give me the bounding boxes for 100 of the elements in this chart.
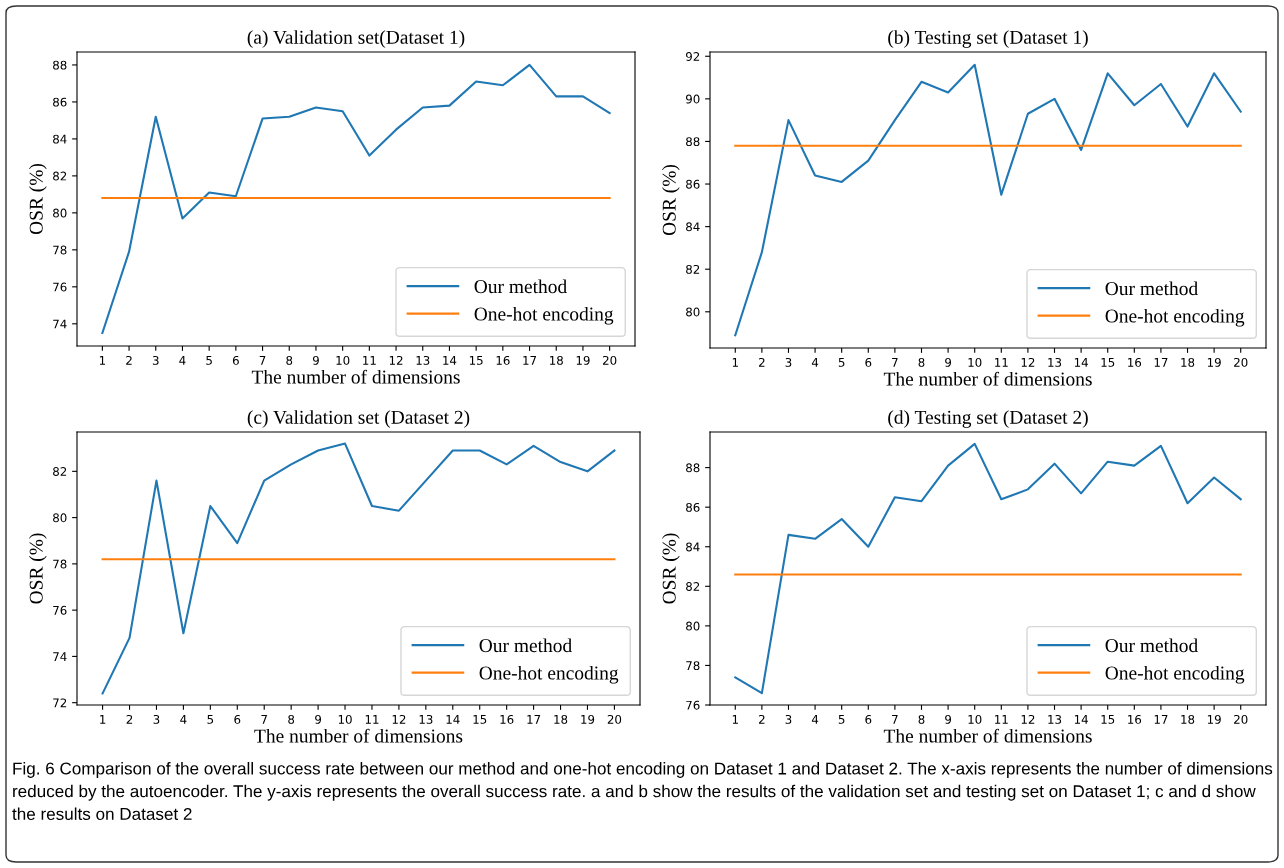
x-tick-label: 14 — [1074, 715, 1088, 724]
x-tick-label: 2 — [126, 355, 132, 365]
chart-title: (d) Testing set (Dataset 2) — [888, 410, 1088, 428]
legend-label: Our method — [1105, 281, 1198, 296]
y-tick-label: 88 — [686, 137, 700, 147]
legend-label: Our method — [474, 279, 567, 294]
legend-label: One-hot encoding — [1105, 665, 1245, 684]
x-tick-label: 3 — [785, 714, 792, 724]
x-tick-label: 5 — [838, 715, 845, 724]
x-tick-label: 15 — [473, 715, 487, 724]
x-tick-label: 1 — [732, 715, 738, 724]
x-tick-label: 18 — [550, 355, 563, 365]
x-tick-label: 2 — [126, 714, 133, 724]
legend-label: One-hot encoding — [474, 306, 614, 325]
x-tick-label: 3 — [152, 355, 159, 365]
x-tick-label: 8 — [286, 355, 293, 365]
x-tick-label: 13 — [419, 714, 433, 724]
y-tick-label: 84 — [686, 542, 700, 552]
x-tick-label: 9 — [312, 355, 319, 365]
y-tick-label: 88 — [53, 60, 67, 70]
y-tick-label: 82 — [53, 467, 67, 476]
x-axis-title: The number of dimensions — [883, 371, 1092, 386]
x-tick-label: 20 — [607, 714, 622, 724]
x-tick-label: 12 — [389, 355, 403, 365]
y-tick-label: 80 — [53, 513, 67, 523]
y-tick-label: 90 — [686, 94, 700, 104]
x-tick-label: 2 — [758, 714, 765, 724]
y-tick-label: 76 — [686, 700, 700, 710]
x-tick-label: 4 — [811, 358, 819, 367]
x-tick-label: 1 — [99, 356, 106, 365]
x-tick-label: 17 — [1154, 715, 1168, 724]
x-tick-label: 1 — [732, 358, 738, 367]
x-tick-label: 4 — [811, 715, 819, 724]
x-tick-label: 19 — [576, 355, 590, 365]
y-tick-label: 82 — [686, 264, 700, 274]
x-tick-label: 20 — [1234, 357, 1248, 367]
x-tick-label: 1 — [100, 715, 106, 724]
x-tick-label: 8 — [288, 714, 295, 724]
x-tick-label: 15 — [1101, 358, 1115, 367]
y-tick-label: 82 — [686, 582, 700, 591]
y-tick-label: 86 — [686, 179, 700, 189]
x-tick-label: 15 — [1101, 715, 1115, 724]
x-tick-label: 12 — [1021, 714, 1035, 724]
x-tick-label: 14 — [443, 356, 457, 365]
x-tick-label: 11 — [995, 358, 1008, 367]
x-tick-label: 18 — [1181, 714, 1195, 724]
x-tick-label: 15 — [469, 356, 483, 365]
legend-label: Our method — [479, 638, 572, 653]
x-tick-label: 13 — [416, 355, 430, 365]
x-tick-label: 14 — [1074, 358, 1088, 367]
y-tick-label: 76 — [53, 282, 67, 292]
legend-label: One-hot encoding — [1105, 308, 1245, 327]
x-tick-label: 7 — [261, 715, 267, 724]
x-tick-label: 5 — [207, 715, 214, 724]
x-tick-label: 10 — [338, 714, 352, 724]
x-tick-label: 12 — [392, 714, 406, 724]
y-tick-label: 74 — [53, 652, 67, 661]
x-tick-label: 19 — [1207, 714, 1221, 724]
x-tick-label: 4 — [179, 356, 186, 365]
y-tick-label: 84 — [686, 222, 700, 232]
x-tick-label: 4 — [180, 715, 187, 724]
y-tick-label: 82 — [53, 171, 67, 181]
y-tick-label: 86 — [686, 502, 700, 512]
x-tick-label: 7 — [259, 356, 266, 365]
x-tick-label: 2 — [758, 357, 765, 367]
y-tick-label: 80 — [53, 208, 67, 218]
y-tick-label: 78 — [53, 559, 67, 569]
x-tick-label: 6 — [865, 357, 872, 367]
x-tick-label: 19 — [581, 714, 595, 724]
x-tick-label: 10 — [336, 355, 350, 365]
y-tick-label: 84 — [53, 134, 67, 144]
x-tick-label: 3 — [785, 357, 792, 367]
x-tick-label: 8 — [918, 357, 925, 367]
x-tick-label: 5 — [838, 358, 845, 367]
x-tick-label: 16 — [496, 355, 510, 365]
x-tick-label: 9 — [315, 714, 322, 724]
x-axis-title: The number of dimensions — [254, 728, 463, 743]
x-tick-label: 8 — [918, 714, 925, 724]
x-tick-label: 10 — [968, 357, 982, 367]
x-tick-label: 17 — [523, 356, 537, 365]
x-tick-label: 14 — [446, 715, 460, 724]
chart-title: (c) Validation set (Dataset 2) — [247, 410, 470, 428]
x-axis-title: The number of dimensions — [251, 369, 460, 384]
x-tick-label: 16 — [1128, 357, 1142, 367]
caption: Fig. 6 Comparison of the overall success rate between our method and one-hot encoding on Dataset 1 and Dataset 2. The x-axis represents the number of dimensions reduced by the autoencoder. The y-axis represents the overall success rate. a and b show the results of the validation set and testing set on Dataset 1; c and d show the results on Dataset 2 — [12, 762, 1273, 821]
x-tick-label: 20 — [602, 355, 617, 365]
x-tick-label: 18 — [1181, 357, 1195, 367]
x-tick-label: 13 — [1048, 714, 1062, 724]
x-tick-label: 11 — [363, 356, 376, 365]
y-axis-title: OSR (%) — [662, 533, 680, 604]
x-tick-label: 16 — [1128, 714, 1142, 724]
x-tick-label: 11 — [995, 715, 1008, 724]
y-axis-title: OSR (%) — [29, 533, 47, 604]
y-tick-label: 80 — [686, 621, 700, 631]
legend-label: Our method — [1105, 638, 1198, 653]
x-tick-label: 12 — [1021, 357, 1035, 367]
x-tick-label: 17 — [1154, 358, 1168, 367]
x-tick-label: 6 — [234, 714, 241, 724]
legend-label: One-hot encoding — [479, 665, 619, 684]
x-tick-label: 17 — [527, 715, 541, 724]
